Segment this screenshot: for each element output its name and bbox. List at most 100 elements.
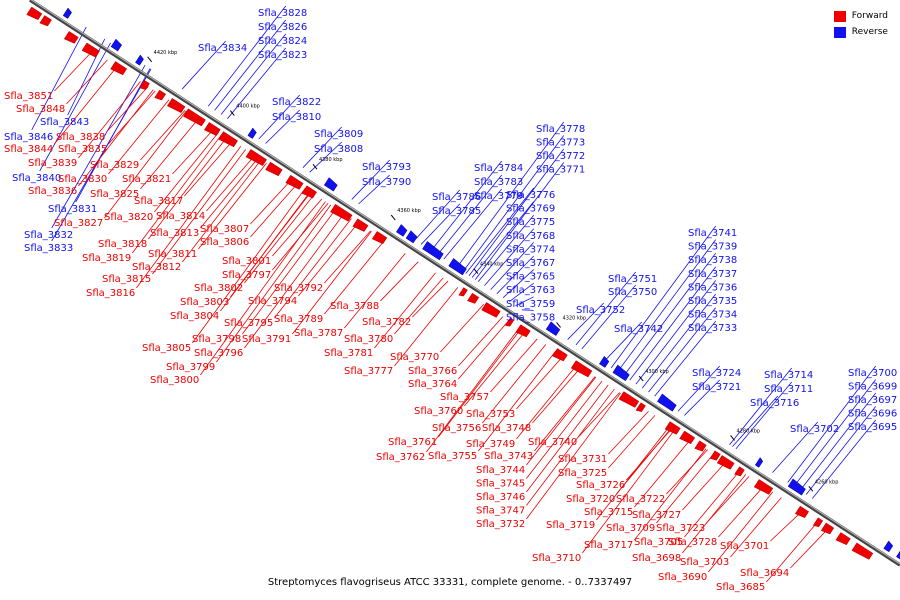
reverse-gene-label: Sfla_3822 <box>272 97 321 108</box>
forward-gene-12 <box>203 122 221 136</box>
reverse-gene-label: Sfla_3711 <box>764 384 813 395</box>
forward-gene-leader-line <box>412 280 449 318</box>
reverse-gene-leader-line <box>648 307 717 393</box>
forward-gene-leader-line <box>394 277 444 335</box>
reverse-gene-label: Sfla_3824 <box>258 36 307 47</box>
reverse-gene-leader-line <box>799 392 877 491</box>
forward-gene-label: Sfla_3727 <box>632 510 681 521</box>
forward-gene-label: Sfla_3791 <box>242 334 291 345</box>
forward-gene-label: Sfla_3740 <box>528 437 577 448</box>
forward-gene-label: Sfla_3788 <box>330 301 379 312</box>
reverse-gene-leader-line <box>787 365 877 483</box>
forward-gene-label: Sfla_3800 <box>150 375 199 386</box>
reverse-gene-leader-line <box>509 282 534 303</box>
forward-gene-leader-line <box>198 162 267 250</box>
forward-gene-leader-line <box>200 157 259 229</box>
reverse-gene-leader-line <box>617 239 717 373</box>
forward-gene-3 <box>63 31 79 44</box>
forward-gene-leader-line <box>532 367 582 424</box>
forward-gene-leader-line <box>54 65 118 145</box>
reverse-gene-label: Sfla_3750 <box>608 287 657 298</box>
reverse-gene-label: Sfla_3828 <box>258 8 307 19</box>
reverse-gene-leader-line <box>805 406 877 495</box>
reverse-gene-label: Sfla_3741 <box>688 228 737 239</box>
forward-gene-leader-line <box>66 59 108 105</box>
reverse-gene-label: Sfla_3784 <box>474 163 523 174</box>
forward-gene-label: Sfla_3838 <box>56 132 105 143</box>
reverse-gene-label: Sfla_3736 <box>688 282 737 293</box>
forward-gene-label: Sfla_3836 <box>28 186 77 197</box>
forward-gene-leader-line <box>682 474 747 554</box>
reverse-gene-label: Sfla_3790 <box>362 177 411 188</box>
forward-gene-leader-line <box>394 287 459 367</box>
reverse-gene-leader-line <box>575 271 637 346</box>
gene-track <box>26 0 900 567</box>
forward-gene-33 <box>552 348 568 362</box>
forward-gene-label: Sfla_3728 <box>668 537 717 548</box>
forward-gene-leader-line <box>718 485 765 538</box>
forward-gene-43 <box>709 450 721 461</box>
ruler-tick-mark <box>390 214 396 221</box>
forward-gene-leader-line <box>250 179 292 225</box>
reverse-gene-label: Sfla_3735 <box>688 296 737 307</box>
ruler-tick-mark <box>229 110 235 116</box>
ruler-tick-mark <box>473 268 479 275</box>
reverse-gene-25 <box>422 241 444 261</box>
forward-gene-label: Sfla_3798 <box>192 334 241 345</box>
reverse-gene-label: Sfla_3846 <box>4 132 53 143</box>
forward-gene-leader-line <box>582 428 676 554</box>
forward-gene-label: Sfla_3743 <box>484 451 533 462</box>
forward-gene-52 <box>835 532 851 546</box>
reverse-gene-label: Sfla_3716 <box>750 398 799 409</box>
forward-gene-41 <box>679 430 696 445</box>
forward-gene-leader-line <box>298 222 359 297</box>
reverse-gene-19 <box>323 177 338 192</box>
reverse-gene-label: Sfla_3702 <box>790 424 839 435</box>
forward-gene-label: Sfla_3792 <box>274 283 323 294</box>
forward-gene-leader-line <box>790 527 829 569</box>
forward-gene-leader-line <box>184 140 233 197</box>
forward-gene-label: Sfla_3723 <box>656 523 705 534</box>
forward-gene-label: Sfla_3806 <box>200 237 249 248</box>
forward-gene-label: Sfla_3839 <box>28 158 77 169</box>
forward-gene-leader-line <box>490 338 538 393</box>
forward-gene-label: Sfla_3748 <box>482 423 531 434</box>
forward-gene-label: Sfla_3745 <box>476 479 525 490</box>
forward-gene-label: Sfla_3757 <box>440 392 489 403</box>
forward-gene-leader-line <box>242 208 337 335</box>
ruler-tick-mark <box>147 56 153 63</box>
reverse-gene-label: Sfla_3840 <box>12 173 61 184</box>
legend-reverse-label: Reverse <box>851 27 888 37</box>
reverse-gene-leader-line <box>414 189 461 241</box>
forward-gene-13 <box>218 131 238 148</box>
legend-reverse-swatch <box>833 26 846 38</box>
forward-gene-label: Sfla_3812 <box>132 262 181 273</box>
reverse-gene-leader-line <box>729 367 793 445</box>
reverse-gene-leader-line <box>496 255 535 294</box>
forward-gene-label: Sfla_3725 <box>558 468 607 479</box>
forward-gene-label: Sfla_3703 <box>680 557 729 568</box>
reverse-gene-39 <box>657 393 677 412</box>
reverse-gene-7 <box>135 54 144 66</box>
forward-gene-53 <box>851 542 874 560</box>
reverse-gene-leader-line <box>641 293 717 389</box>
reverse-gene-leader-line <box>484 228 535 286</box>
reverse-gene-48 <box>787 478 806 496</box>
forward-gene-leader-line <box>526 392 621 520</box>
forward-gene-15 <box>245 149 267 166</box>
reverse-gene-label: Sfla_3699 <box>848 382 897 393</box>
reverse-gene-leader-line <box>812 419 877 499</box>
reverse-gene-leader-line <box>515 296 534 307</box>
legend-forward-label: Forward <box>851 11 888 21</box>
forward-gene-label: Sfla_3797 <box>222 270 271 281</box>
forward-gene-leader-line <box>440 303 485 353</box>
forward-gene-leader-line <box>324 239 386 315</box>
forward-gene-leader-line <box>608 415 656 469</box>
reverse-gene-label: Sfla_3778 <box>536 124 585 135</box>
forward-gene-leader-line <box>516 364 578 440</box>
forward-gene-leader-line <box>292 231 372 335</box>
reverse-gene-label: Sfla_3833 <box>24 243 73 254</box>
forward-gene-50 <box>812 517 824 528</box>
forward-gene-label: Sfla_3764 <box>408 379 457 390</box>
forward-gene-leader-line <box>324 230 371 284</box>
